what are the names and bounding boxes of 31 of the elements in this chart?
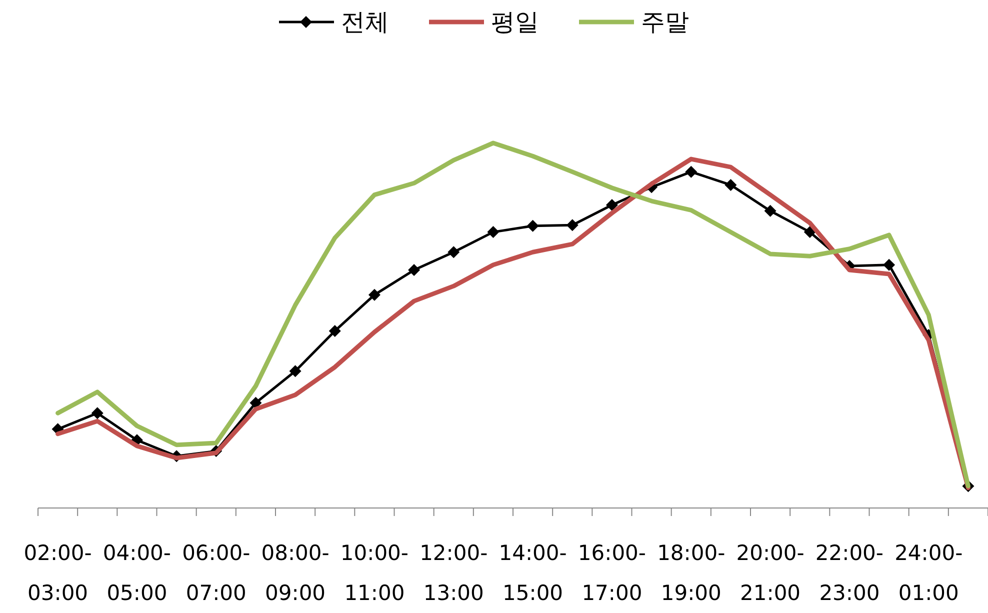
point xyxy=(685,166,698,178)
x-tick-label: 02:00-03:00 xyxy=(24,541,92,605)
legend-label: 주말 xyxy=(641,8,689,36)
legend-label: 전체 xyxy=(341,8,389,36)
point xyxy=(328,324,341,337)
x-tick-label: 04:00-05:00 xyxy=(102,541,172,605)
x-tick-label: 10:00-11:00 xyxy=(340,541,409,605)
point xyxy=(526,220,539,232)
x-tick-label: 14:00-15:00 xyxy=(498,541,567,605)
point xyxy=(250,396,262,409)
point xyxy=(724,178,737,191)
point xyxy=(764,204,776,217)
x-tick-label: 06:00-07:00 xyxy=(182,541,250,605)
x-tick-label: 24:00-01:00 xyxy=(894,541,963,605)
point xyxy=(487,226,500,238)
point xyxy=(804,226,816,238)
x-tick-label: 18:00-19:00 xyxy=(657,541,726,605)
point xyxy=(289,365,302,378)
x-tick-label: 22:00-23:00 xyxy=(815,541,884,605)
x-tick-label: 08:00-09:00 xyxy=(261,541,330,605)
x-tick-label: 20:00-21:00 xyxy=(736,541,804,605)
legend-label: 평일 xyxy=(491,8,539,36)
x-tick-label: 12:00-13:00 xyxy=(420,541,488,605)
point xyxy=(606,199,618,212)
point xyxy=(91,407,104,420)
point xyxy=(408,264,420,276)
point xyxy=(883,258,896,271)
point xyxy=(448,246,460,258)
x-tick-label: 16:00-17:00 xyxy=(578,541,646,605)
point xyxy=(368,288,380,301)
point xyxy=(566,219,578,232)
